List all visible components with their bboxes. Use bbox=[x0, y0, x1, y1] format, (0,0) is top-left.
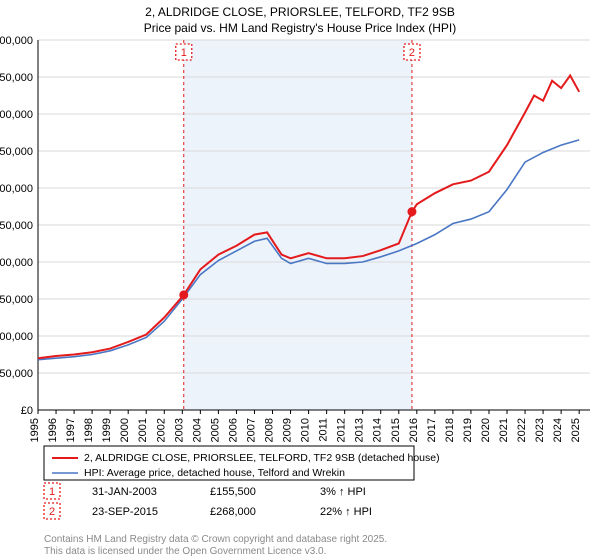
x-tick-label: 2006 bbox=[227, 418, 239, 442]
x-tick-label: 2011 bbox=[318, 418, 330, 442]
x-tick-label: 2007 bbox=[245, 418, 257, 442]
x-tick-label: 2025 bbox=[570, 418, 582, 442]
y-tick-label: £250,000 bbox=[0, 220, 33, 232]
marker-number: 2 bbox=[409, 47, 415, 59]
x-tick-label: 2022 bbox=[516, 418, 528, 442]
x-tick-label: 2020 bbox=[480, 418, 492, 442]
x-tick-label: 1998 bbox=[83, 418, 95, 442]
y-tick-label: £50,000 bbox=[0, 368, 33, 380]
x-tick-label: 2000 bbox=[119, 418, 131, 442]
x-tick-label: 2014 bbox=[372, 418, 384, 442]
x-tick-label: 2005 bbox=[209, 418, 221, 442]
x-tick-label: 2021 bbox=[498, 418, 510, 442]
x-tick-label: 2009 bbox=[282, 418, 294, 442]
x-tick-label: 2001 bbox=[137, 418, 149, 442]
x-tick-label: 2008 bbox=[264, 418, 276, 442]
x-tick-label: 2012 bbox=[336, 418, 348, 442]
legend-label: 2, ALDRIDGE CLOSE, PRIORSLEE, TELFORD, T… bbox=[84, 452, 440, 464]
title-line-2: Price paid vs. HM Land Registry's House … bbox=[144, 21, 456, 35]
sale-price: £155,500 bbox=[210, 486, 256, 498]
y-tick-label: £350,000 bbox=[0, 146, 33, 158]
x-tick-label: 2023 bbox=[534, 418, 546, 442]
sale-marker-number: 2 bbox=[49, 506, 55, 518]
y-tick-label: £0 bbox=[21, 405, 33, 417]
x-tick-label: 1995 bbox=[29, 418, 41, 442]
sale-price: £268,000 bbox=[210, 506, 256, 518]
sale-marker-number: 1 bbox=[49, 486, 55, 498]
x-tick-label: 2019 bbox=[462, 418, 474, 442]
x-tick-label: 2013 bbox=[354, 418, 366, 442]
x-tick-label: 2002 bbox=[155, 418, 167, 442]
y-tick-label: £500,000 bbox=[0, 35, 33, 47]
x-tick-label: 1999 bbox=[101, 418, 113, 442]
copyright-line-2: This data is licensed under the Open Gov… bbox=[44, 546, 326, 557]
x-tick-label: 2016 bbox=[408, 418, 420, 442]
x-tick-label: 1997 bbox=[65, 418, 77, 442]
x-tick-label: 2018 bbox=[444, 418, 456, 442]
marker-dot bbox=[407, 207, 416, 216]
legend-label: HPI: Average price, detached house, Telf… bbox=[84, 467, 345, 479]
x-tick-label: 2017 bbox=[426, 418, 438, 442]
x-tick-label: 2003 bbox=[173, 418, 185, 442]
x-tick-label: 2015 bbox=[390, 418, 402, 442]
x-tick-label: 2024 bbox=[552, 418, 564, 442]
y-tick-label: £400,000 bbox=[0, 109, 33, 121]
sale-date: 23-SEP-2015 bbox=[92, 506, 158, 518]
title-line-1: 2, ALDRIDGE CLOSE, PRIORSLEE, TELFORD, T… bbox=[145, 5, 455, 19]
x-tick-label: 1996 bbox=[47, 418, 59, 442]
sale-pct: 3% ↑ HPI bbox=[320, 486, 366, 498]
y-tick-label: £100,000 bbox=[0, 331, 33, 343]
price-chart: 2, ALDRIDGE CLOSE, PRIORSLEE, TELFORD, T… bbox=[0, 0, 600, 560]
sale-pct: 22% ↑ HPI bbox=[320, 506, 372, 518]
y-tick-label: £200,000 bbox=[0, 257, 33, 269]
marker-number: 1 bbox=[181, 47, 187, 59]
y-tick-label: £300,000 bbox=[0, 183, 33, 195]
copyright-line-1: Contains HM Land Registry data © Crown c… bbox=[44, 534, 387, 545]
sale-date: 31-JAN-2003 bbox=[92, 486, 157, 498]
y-tick-label: £150,000 bbox=[0, 294, 33, 306]
y-tick-label: £450,000 bbox=[0, 72, 33, 84]
marker-dot bbox=[179, 290, 188, 299]
x-tick-label: 2004 bbox=[191, 418, 203, 442]
x-tick-label: 2010 bbox=[300, 418, 312, 442]
